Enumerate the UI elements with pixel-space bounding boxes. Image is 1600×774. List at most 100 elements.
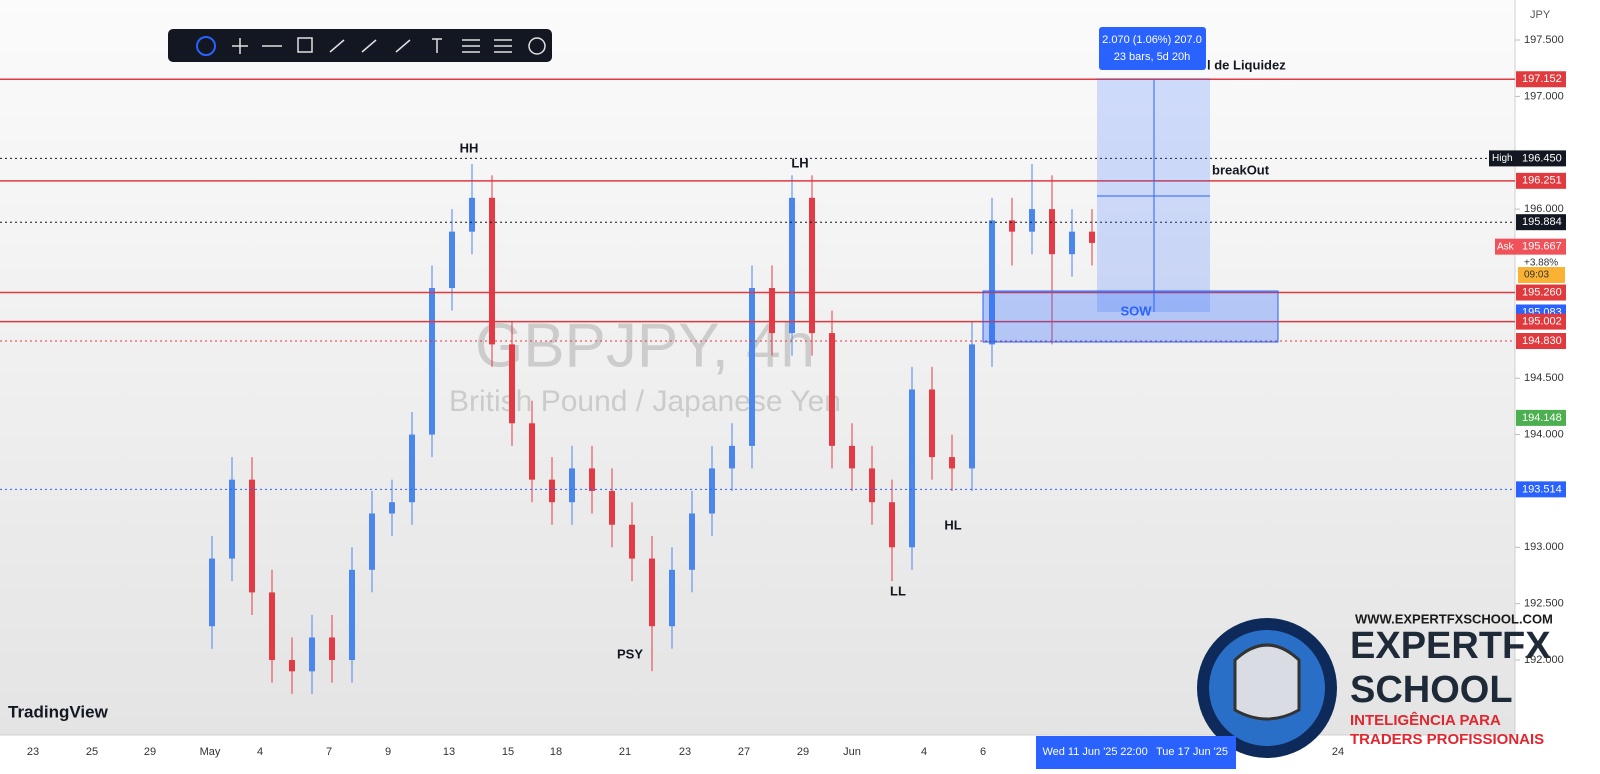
brand-tagline: INTELIGÊNCIA PARA xyxy=(1350,711,1501,729)
annotation: SOW xyxy=(1120,303,1152,318)
candle-body xyxy=(469,197,475,232)
y-tick-label: 194.000 xyxy=(1524,428,1564,440)
price-tag xyxy=(1516,409,1566,426)
candle-body xyxy=(589,468,595,491)
price-tag xyxy=(1516,71,1566,88)
annotation: HH xyxy=(460,140,479,155)
candle-body xyxy=(489,197,495,345)
price-tag-label: 196.251 xyxy=(1522,175,1562,187)
price-tag-label: 195.260 xyxy=(1522,286,1562,298)
price-tag xyxy=(1516,313,1566,330)
candle-body xyxy=(909,389,915,548)
candle-body xyxy=(649,558,655,627)
x-tick-label: 7 xyxy=(326,746,332,758)
candle-body xyxy=(669,569,675,627)
candle-body xyxy=(829,333,835,446)
currency: JPY xyxy=(1530,9,1551,21)
candle-body xyxy=(869,468,875,503)
x-tick-label: 9 xyxy=(385,746,391,758)
candle-body xyxy=(389,502,395,514)
x-tick-label: Tue 17 Jun '25 xyxy=(1156,746,1228,758)
candle-body xyxy=(1089,231,1095,243)
annotation: LL xyxy=(890,583,906,598)
y-tick-label: 197.500 xyxy=(1524,34,1564,46)
price-tag-label: 195.002 xyxy=(1522,316,1562,328)
toolbar[interactable] xyxy=(168,29,552,62)
candle-body xyxy=(289,660,295,672)
brand-name: EXPERTFX xyxy=(1350,625,1551,667)
candle-body xyxy=(569,468,575,503)
watermark-symbol: GBPJPY, 4h xyxy=(475,311,815,380)
candle-body xyxy=(249,479,255,593)
candle-body xyxy=(509,344,515,424)
price-tag xyxy=(1516,333,1566,350)
candle-body xyxy=(629,524,635,559)
candle-body xyxy=(989,220,995,345)
x-tick-label: 15 xyxy=(502,746,514,758)
candle-body xyxy=(789,197,795,334)
candle-body xyxy=(709,468,715,514)
price-axis xyxy=(1515,0,1600,769)
candle-body xyxy=(889,502,895,548)
y-tick-label: 197.000 xyxy=(1524,90,1564,102)
candle-body xyxy=(729,445,735,469)
candle-body xyxy=(269,592,275,661)
settings-tool[interactable] xyxy=(528,37,546,55)
brand: WWW.EXPERTFXSCHOOL.COM EXPERTFX SCHOOL I… xyxy=(1197,611,1553,758)
candle-body xyxy=(689,513,695,570)
annotation: breakOut xyxy=(1212,162,1270,177)
price-tag xyxy=(1516,481,1566,498)
x-tick-label: 23 xyxy=(679,746,691,758)
annotation: LH xyxy=(791,155,808,170)
x-tick-label: 24 xyxy=(1332,746,1344,758)
x-tick-label: Wed 11 Jun '25 xyxy=(1042,746,1117,758)
countdown: 09:03 xyxy=(1524,270,1549,281)
annotation: l de Liquidez xyxy=(1207,57,1286,72)
sow-zone xyxy=(982,290,1279,343)
ask-tag xyxy=(1495,238,1516,255)
countdown-bg xyxy=(1518,267,1565,283)
brand-url: WWW.EXPERTFXSCHOOL.COM xyxy=(1355,611,1553,626)
high-tag xyxy=(1489,150,1516,167)
price-tag-label: 196.450 xyxy=(1522,152,1562,164)
candle-body xyxy=(209,558,215,627)
y-tick-label: 193.000 xyxy=(1524,541,1564,553)
x-tick-label: 22:00 xyxy=(1120,746,1148,758)
ask-label: Ask xyxy=(1497,241,1515,252)
annotation: PSY xyxy=(617,646,643,661)
cursor-tool[interactable] xyxy=(196,36,216,56)
price-tag xyxy=(1516,214,1566,231)
candle-body xyxy=(309,637,315,672)
x-tick-label: 18 xyxy=(550,746,562,758)
candle-body xyxy=(409,434,415,503)
candle-body xyxy=(529,423,535,480)
y-tick-label: 192.000 xyxy=(1524,654,1564,666)
price-tag xyxy=(1516,238,1566,255)
price-tag-label: 193.514 xyxy=(1522,483,1562,495)
measure-text: 2.070 (1.06%) 207.0 xyxy=(1102,34,1202,46)
measure-info xyxy=(1099,27,1206,70)
tradingview-logo: TradingView xyxy=(8,702,109,721)
candle-body xyxy=(969,344,975,469)
x-tick-label: 6 xyxy=(980,746,986,758)
candle-body xyxy=(1009,220,1015,232)
candle-body xyxy=(1069,231,1075,255)
price-tag xyxy=(1516,172,1566,189)
x-tick-label: 4 xyxy=(921,746,927,758)
candle-body xyxy=(349,569,355,661)
candle-body xyxy=(929,389,935,458)
toolbar-icons[interactable] xyxy=(232,37,512,54)
candle-body xyxy=(1029,209,1035,232)
price-tag xyxy=(1516,150,1566,167)
price-tag-label: 194.830 xyxy=(1522,335,1562,347)
measure-text: 23 bars, 5d 20h xyxy=(1114,51,1190,63)
y-tick-label: 192.500 xyxy=(1524,598,1564,610)
candle-body xyxy=(449,231,455,289)
candle-body xyxy=(429,288,435,435)
brand-name: SCHOOL xyxy=(1350,669,1513,711)
x-tick-label: 25 xyxy=(86,746,98,758)
candle-body xyxy=(949,457,955,469)
annotation: HL xyxy=(944,517,961,532)
candle-body xyxy=(609,490,615,525)
